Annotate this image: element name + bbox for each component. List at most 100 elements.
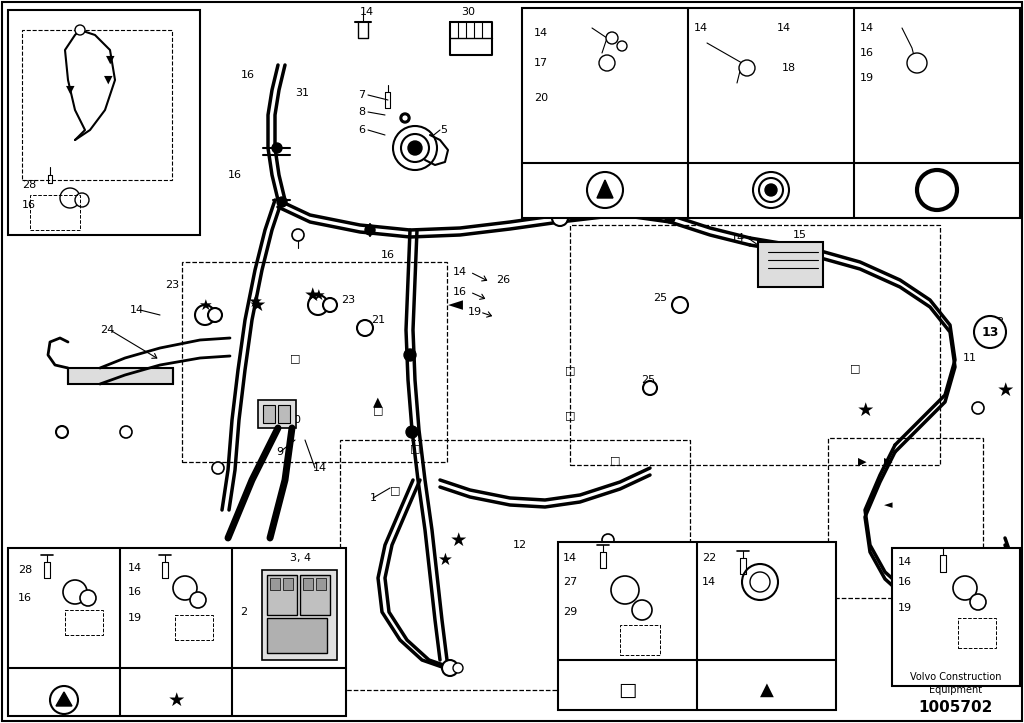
Bar	[8, 548, 346, 716]
Text: Volvo Construction: Volvo Construction	[910, 672, 1001, 682]
Text: ▶: ▶	[858, 457, 866, 467]
Circle shape	[643, 381, 657, 395]
Text: ★: ★	[996, 380, 1014, 400]
Circle shape	[357, 320, 373, 336]
Circle shape	[401, 134, 429, 162]
Circle shape	[402, 115, 408, 121]
Text: □: □	[373, 405, 383, 415]
Text: ▼: ▼	[103, 75, 113, 85]
Text: 26: 26	[496, 275, 510, 285]
Circle shape	[408, 141, 422, 155]
Text: 31: 31	[295, 88, 309, 98]
Circle shape	[208, 308, 222, 322]
Text: 14: 14	[313, 463, 327, 473]
Text: 29: 29	[563, 607, 578, 617]
Text: 14: 14	[563, 553, 578, 563]
Bar	[30, 195, 80, 230]
Circle shape	[75, 193, 89, 207]
Circle shape	[970, 594, 986, 610]
Circle shape	[750, 572, 770, 592]
Text: ★: ★	[248, 296, 266, 315]
Text: 14: 14	[128, 563, 142, 573]
Circle shape	[80, 590, 96, 606]
Text: ★: ★	[450, 531, 467, 549]
Text: 14: 14	[360, 7, 374, 17]
Circle shape	[972, 402, 984, 414]
Circle shape	[602, 534, 614, 546]
Text: 9: 9	[276, 447, 284, 457]
Text: 22: 22	[702, 553, 716, 563]
Circle shape	[611, 576, 639, 604]
Text: 10: 10	[288, 415, 302, 425]
Text: 5: 5	[440, 125, 447, 135]
Circle shape	[974, 316, 1006, 348]
Text: 14: 14	[702, 577, 716, 587]
Text: 14: 14	[130, 305, 144, 315]
Circle shape	[190, 592, 206, 608]
Bar	[300, 575, 330, 615]
Text: 16: 16	[241, 70, 255, 80]
Circle shape	[587, 172, 623, 208]
Circle shape	[195, 305, 215, 325]
Circle shape	[617, 41, 627, 51]
Circle shape	[739, 60, 755, 76]
Circle shape	[765, 184, 777, 196]
Text: 16: 16	[22, 200, 36, 210]
Bar	[267, 618, 327, 653]
Polygon shape	[597, 180, 613, 198]
Circle shape	[453, 663, 463, 673]
Circle shape	[753, 172, 790, 208]
Circle shape	[272, 143, 282, 153]
Circle shape	[442, 660, 458, 676]
Circle shape	[173, 576, 197, 600]
Text: 1005702: 1005702	[919, 701, 993, 716]
Bar	[258, 400, 296, 428]
Circle shape	[606, 32, 618, 44]
Bar	[620, 625, 660, 655]
Bar	[570, 225, 940, 465]
Text: 20: 20	[534, 93, 548, 103]
Bar	[340, 440, 690, 690]
Bar	[303, 578, 313, 590]
Text: ★: ★	[167, 690, 184, 709]
Circle shape	[672, 297, 688, 313]
Bar	[278, 405, 290, 423]
Circle shape	[292, 229, 304, 241]
Text: 3, 4: 3, 4	[290, 553, 311, 563]
Circle shape	[308, 295, 328, 315]
Text: 14: 14	[898, 557, 912, 567]
Circle shape	[599, 55, 615, 71]
Text: 14: 14	[534, 28, 548, 38]
Bar	[175, 615, 213, 640]
Text: 16: 16	[381, 250, 395, 260]
Text: 18: 18	[782, 63, 796, 73]
Text: ▼: ▼	[105, 55, 115, 65]
Circle shape	[60, 188, 80, 208]
Text: 28: 28	[18, 565, 32, 575]
Circle shape	[120, 426, 132, 438]
Text: □: □	[850, 363, 860, 373]
Text: 19: 19	[128, 613, 142, 623]
Bar	[892, 548, 1020, 686]
Text: 16: 16	[860, 48, 874, 58]
Text: 8: 8	[358, 107, 366, 117]
Text: ▶: ▶	[884, 457, 892, 467]
Text: 14: 14	[694, 23, 709, 33]
Bar	[758, 242, 823, 287]
Bar	[182, 262, 447, 462]
Text: □: □	[410, 443, 420, 453]
Bar	[828, 438, 983, 598]
Text: □: □	[609, 455, 621, 465]
Text: 21: 21	[371, 315, 385, 325]
Circle shape	[632, 600, 652, 620]
Circle shape	[212, 462, 224, 474]
Circle shape	[56, 426, 68, 438]
Text: 1: 1	[370, 493, 377, 503]
Circle shape	[404, 349, 416, 361]
Bar	[8, 10, 200, 235]
Text: 14: 14	[453, 267, 467, 277]
Text: 7: 7	[358, 90, 366, 100]
Bar	[262, 570, 337, 660]
Circle shape	[75, 25, 85, 35]
Text: ★: ★	[199, 297, 212, 312]
